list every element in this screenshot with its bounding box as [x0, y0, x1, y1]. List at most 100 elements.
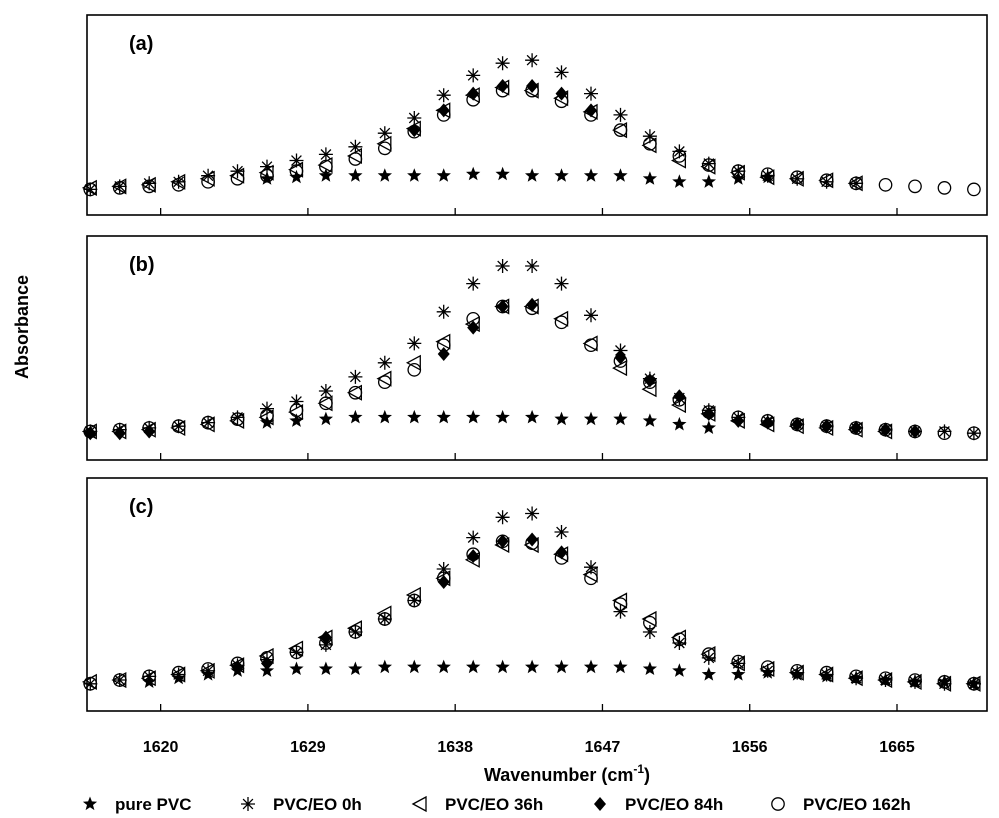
data-point: [319, 396, 333, 411]
data-point: [878, 177, 893, 192]
data-point: [142, 179, 157, 194]
data-point: [495, 510, 510, 525]
data-point: [407, 593, 422, 608]
data-point: [289, 413, 304, 427]
data-point: [790, 417, 805, 432]
data-point: [673, 389, 686, 404]
data-point: [849, 176, 864, 191]
data-point: [731, 656, 746, 671]
data-point: [819, 667, 834, 682]
data-point: [791, 417, 804, 432]
data-point: [260, 159, 274, 174]
data-point: [585, 103, 597, 118]
data-point: [525, 53, 540, 68]
data-point: [436, 168, 451, 182]
series: [83, 534, 981, 691]
data-point: [407, 362, 422, 377]
data-point: [318, 147, 333, 162]
y-axis-title: Absorbance: [12, 275, 32, 379]
data-point: [583, 411, 599, 426]
data-point: [878, 422, 893, 437]
data-point: [319, 630, 332, 645]
data-point: [526, 297, 539, 312]
data-point: [348, 369, 363, 384]
data-point: [377, 375, 392, 390]
data-point: [466, 166, 481, 181]
data-point: [466, 92, 481, 107]
series: [259, 166, 775, 188]
data-point: [525, 659, 540, 674]
data-point: [525, 168, 540, 182]
data-point: [555, 545, 568, 560]
panel: (a): [81, 14, 988, 216]
data-point: [319, 636, 333, 650]
data-point: [466, 530, 481, 545]
data-point: [407, 593, 422, 608]
data-point: [83, 676, 98, 691]
data-point: [437, 575, 450, 589]
legend-label: PVC/EO 36h: [445, 795, 543, 814]
data-point: [171, 667, 186, 682]
data-point: [820, 419, 833, 434]
data-point: [584, 560, 598, 575]
data-point: [436, 571, 451, 586]
data-point: [201, 415, 216, 430]
panel-frame: [86, 477, 988, 712]
data-point: [171, 177, 186, 192]
series: [84, 297, 921, 441]
x-axis-title-text: Wavenumber (cm: [484, 765, 633, 785]
data-point: [436, 338, 451, 353]
data-point: [319, 159, 333, 174]
data-point: [554, 525, 569, 539]
data-point: [819, 419, 834, 434]
data-point: [171, 174, 186, 189]
data-point: [850, 420, 863, 435]
data-point: [701, 174, 716, 188]
data-point: [584, 338, 598, 353]
data-point: [112, 181, 127, 195]
legend-label: PVC/EO 84h: [625, 795, 723, 814]
data-point: [672, 392, 687, 407]
data-point: [318, 661, 333, 675]
data-point: [612, 592, 628, 609]
data-point: [466, 68, 481, 83]
data-point: [554, 168, 569, 182]
data-point: [407, 409, 422, 424]
data-point: [376, 370, 392, 387]
data-point: [201, 663, 216, 678]
data-point: [377, 126, 392, 141]
legend-marker: [82, 796, 98, 811]
data-point: [554, 65, 569, 80]
data-point: [525, 301, 539, 316]
legend-marker: [241, 797, 255, 811]
data-point: [112, 179, 127, 194]
data-point: [555, 86, 568, 101]
data-point: [495, 56, 510, 71]
data-point: [377, 612, 392, 626]
data-point: [582, 566, 598, 583]
data-point: [466, 409, 481, 424]
data-point: [376, 135, 392, 152]
data-point: [201, 174, 215, 189]
data-point: [113, 426, 126, 441]
data-point: [259, 171, 275, 185]
data-point: [318, 168, 333, 182]
data-point: [967, 426, 981, 441]
data-point: [613, 597, 628, 612]
data-point: [289, 169, 304, 184]
panel: (c): [81, 477, 988, 712]
legend-entry: PVC/EO 84h: [594, 795, 723, 814]
data-point: [496, 534, 509, 549]
x-tick-label: 1620: [143, 739, 179, 756]
data-point: [348, 661, 363, 675]
data-point: [760, 414, 775, 428]
data-point: [377, 168, 392, 182]
data-point: [584, 571, 598, 586]
x-tick-label: 1656: [732, 739, 768, 756]
data-point: [760, 663, 775, 678]
data-point: [405, 586, 421, 604]
data-point: [525, 83, 539, 98]
data-point: [407, 124, 422, 139]
data-point: [466, 659, 481, 674]
data-point: [731, 410, 746, 425]
